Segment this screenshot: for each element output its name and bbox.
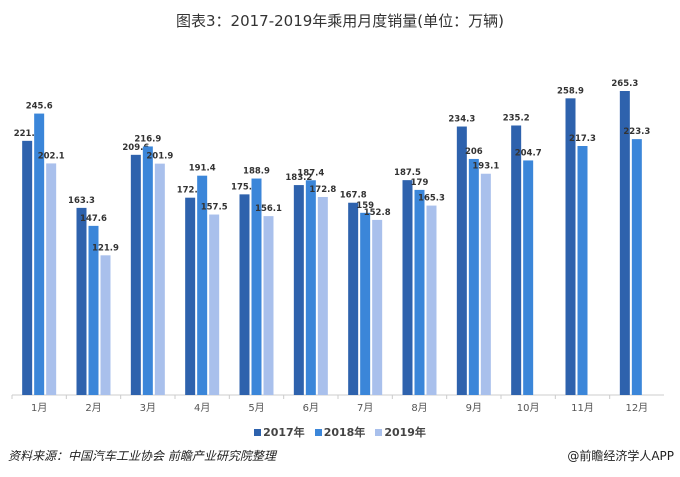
bar-2018年 [577,146,588,395]
x-tick-label: 6月 [303,402,319,414]
data-label: 217.3 [569,134,596,144]
data-label: 167.8 [340,191,367,201]
data-label: 163.3 [68,196,95,206]
data-label: 235.2 [503,113,530,123]
data-label: 202.1 [38,151,65,161]
data-label: 121.9 [92,243,119,253]
data-label: 265.3 [611,79,638,89]
x-tick-label: 4月 [194,402,210,414]
data-label: 188.9 [243,167,270,177]
legend-label: 2019年 [384,426,426,439]
bar-2018年 [34,113,45,395]
data-label: 175.1 [231,182,258,192]
legend-swatch [314,429,322,436]
data-label: 201.9 [146,152,173,162]
data-label: 206 [465,147,483,157]
bar-2019年 [263,216,274,395]
bar-2017年 [76,207,87,395]
legend-label: 2017年 [263,426,305,439]
bar-2018年 [523,160,534,395]
data-label: 245.6 [26,102,53,112]
x-tick-label: 9月 [466,402,482,414]
data-label: 216.9 [134,134,161,144]
data-label: 204.7 [515,148,542,158]
brand-label: @前瞻经济学人APP [567,449,674,463]
data-label: 221.8 [14,129,41,139]
bar-2017年 [565,98,576,395]
bar-2017年 [239,194,250,395]
bar-2017年 [402,180,413,395]
bar-2018年 [305,180,316,395]
bar-2018年 [468,158,479,395]
bar-2017年 [619,91,630,395]
x-tick-label: 5月 [248,402,264,414]
legend-swatch [375,429,383,436]
legend-swatch [254,429,262,436]
x-tick-label: 8月 [411,402,427,414]
data-label: 187.5 [394,168,421,178]
x-tick-label: 10月 [517,402,540,414]
data-label: 159 [356,201,374,211]
source-note: 资料来源：中国汽车工业协会 前瞻产业研究院整理 [8,449,276,463]
bar-2017年 [456,126,467,396]
x-tick-label: 2月 [85,402,101,414]
legend-item: 2019年 [375,424,426,440]
bar-2018年 [414,189,425,395]
data-label: 152.8 [364,208,391,218]
data-label: 223.3 [623,127,650,137]
bar-2019年 [46,163,57,395]
data-label: 156.1 [255,204,282,214]
bar-2017年 [293,185,304,395]
x-tick-label: 1月 [31,402,47,414]
data-label: 209.6 [122,143,149,153]
bar-2019年 [426,205,437,395]
bar-2018年 [360,212,371,395]
data-label: 147.6 [80,214,107,224]
x-tick-label: 12月 [625,402,648,414]
data-label: 191.4 [189,164,216,174]
bar-2017年 [130,154,141,395]
bar-2017年 [348,202,359,395]
x-tick-label: 3月 [140,402,156,414]
chart-title: 图表3：2017-2019年乘用月度销量(单位：万辆) [175,12,504,30]
data-label: 179 [411,178,429,188]
data-label: 193.1 [472,162,499,172]
bar-2017年 [511,125,522,395]
data-label: 172.2 [177,186,204,196]
data-label: 183.2 [285,173,312,183]
legend-item: 2018年 [314,424,366,440]
bar-2018年 [251,178,262,395]
bar-2019年 [480,173,491,395]
bar-2019年 [372,219,383,395]
bar-2019年 [100,255,111,395]
bar-2017年 [185,197,196,395]
bar-2018年 [88,225,99,395]
bar-2017年 [22,140,33,395]
bar-2019年 [209,214,220,395]
bar-2019年 [154,163,165,395]
data-label: 165.3 [418,194,445,204]
bar-2018年 [142,146,153,395]
data-label: 157.5 [201,203,228,213]
data-label: 258.9 [557,86,584,96]
bar-2018年 [631,139,642,395]
legend: 2017年 2018年 2019年 [0,424,680,440]
data-label: 187.4 [297,168,324,178]
bar-2018年 [197,175,208,395]
x-tick-label: 11月 [571,402,594,414]
legend-label: 2018年 [323,426,366,439]
data-label: 234.3 [448,115,475,125]
legend-item: 2017年 [254,424,305,440]
x-tick-label: 7月 [357,402,373,414]
data-label: 172.8 [309,185,336,195]
bar-2019年 [317,196,328,395]
